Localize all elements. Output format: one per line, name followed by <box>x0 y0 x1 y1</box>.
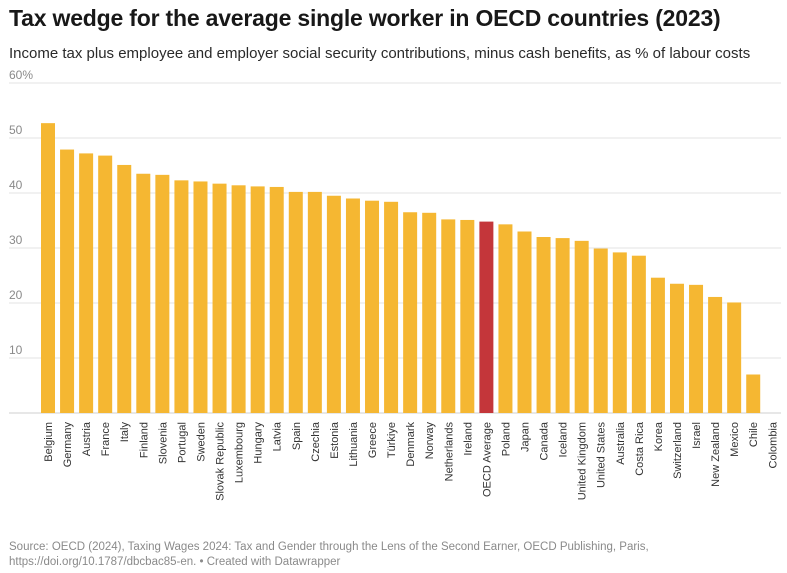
y-tick-label: 60% <box>9 68 33 82</box>
y-tick-label: 50 <box>9 123 23 137</box>
bar <box>517 231 532 413</box>
x-tick-label: Latvia <box>272 421 284 451</box>
x-tick-label: OECD Average <box>481 422 493 497</box>
bar <box>441 219 456 413</box>
bar <box>345 198 360 413</box>
bar <box>669 283 684 413</box>
bar <box>689 284 704 413</box>
bar <box>136 173 151 413</box>
x-tick-label: Costa Rica <box>634 421 646 476</box>
x-tick-label: Greece <box>367 422 379 458</box>
bar <box>193 181 208 413</box>
x-tick-label: Slovak Republic <box>215 422 227 501</box>
x-tick-label: Netherlands <box>443 422 455 482</box>
bar-layer <box>41 123 761 414</box>
bar <box>288 191 303 413</box>
bar <box>422 212 437 413</box>
bar <box>326 195 341 413</box>
y-tick-label: 10 <box>9 343 23 357</box>
bar <box>612 252 627 413</box>
x-tick-label: Türkiye <box>386 422 398 458</box>
bar <box>403 212 418 413</box>
bar <box>174 180 189 413</box>
bar <box>365 200 380 413</box>
x-tick-label: Czechia <box>310 421 322 462</box>
y-tick-label: 40 <box>9 178 23 192</box>
chart-title: Tax wedge for the average single worker … <box>9 5 721 31</box>
x-tick-label: Australia <box>615 421 627 465</box>
x-tick-label: Switzerland <box>672 422 684 479</box>
bar <box>155 174 170 413</box>
x-tick-label: Slovenia <box>157 421 169 464</box>
x-tick-label: Colombia <box>767 421 779 468</box>
x-tick-label: Italy <box>119 422 131 443</box>
bar <box>708 296 723 413</box>
bar <box>555 238 570 413</box>
bar <box>307 191 322 413</box>
x-tick-label: Austria <box>81 421 93 456</box>
bar <box>650 277 665 413</box>
chart-subtitle: Income tax plus employee and employer so… <box>9 45 751 62</box>
x-tick-label: Iceland <box>558 422 570 457</box>
bar <box>574 240 589 413</box>
x-tick-label: France <box>100 422 112 456</box>
x-tick-label: Sweden <box>195 422 207 462</box>
bar <box>98 155 113 413</box>
x-tick-label: Denmark <box>405 422 417 467</box>
x-tick-label: Hungary <box>253 422 265 464</box>
source-line-2: https://doi.org/10.1787/dbcbac85-en. • C… <box>9 556 341 568</box>
bar <box>631 255 646 413</box>
x-tick-label: Korea <box>653 421 665 451</box>
y-tick-label: 20 <box>9 288 23 302</box>
x-tick-label: Ireland <box>462 422 474 456</box>
x-tick-label: Norway <box>424 422 436 460</box>
x-tick-label: United Kingdom <box>577 422 589 500</box>
bar <box>746 374 761 413</box>
x-tick-label: Finland <box>138 422 150 458</box>
x-tick-label: Lithuania <box>348 421 360 467</box>
x-tick-label: Luxembourg <box>234 422 246 483</box>
y-tick-label: 30 <box>9 233 23 247</box>
x-tick-label: Belgium <box>43 422 55 462</box>
bar-chart: 10 20 30 40 50 60% Belgium Germany Austria Franc… <box>9 68 781 501</box>
bar <box>41 123 55 414</box>
bar <box>231 185 246 413</box>
bar <box>498 224 513 413</box>
x-axis-labels: Belgium Germany Austria France Italy Finland S… <box>43 421 779 501</box>
bar <box>460 219 475 413</box>
bar <box>593 248 608 413</box>
x-tick-label: Japan <box>520 422 532 452</box>
bar <box>117 164 132 413</box>
bar <box>250 186 265 413</box>
x-tick-label: Chile <box>748 422 760 447</box>
bar <box>269 186 284 413</box>
x-tick-label: Poland <box>500 422 512 456</box>
x-tick-label: Spain <box>291 422 303 450</box>
x-tick-label: Portugal <box>176 422 188 463</box>
x-tick-label: Canada <box>539 421 551 460</box>
x-tick-label: Mexico <box>729 422 741 457</box>
x-tick-label: United States <box>596 422 608 489</box>
source-line-1: Source: OECD (2024), Taxing Wages 2024: … <box>9 541 649 553</box>
x-tick-label: Israel <box>691 422 703 449</box>
x-tick-label: Estonia <box>329 421 341 459</box>
bar-highlight <box>479 221 494 413</box>
bar <box>60 149 75 414</box>
bar <box>79 153 94 413</box>
x-tick-label: New Zealand <box>710 422 722 487</box>
bar <box>536 237 551 413</box>
bar <box>212 183 227 413</box>
bar <box>384 201 399 413</box>
bar <box>727 302 742 413</box>
source-note: Source: OECD (2024), Taxing Wages 2024: … <box>9 540 769 570</box>
x-tick-label: Germany <box>62 422 74 468</box>
